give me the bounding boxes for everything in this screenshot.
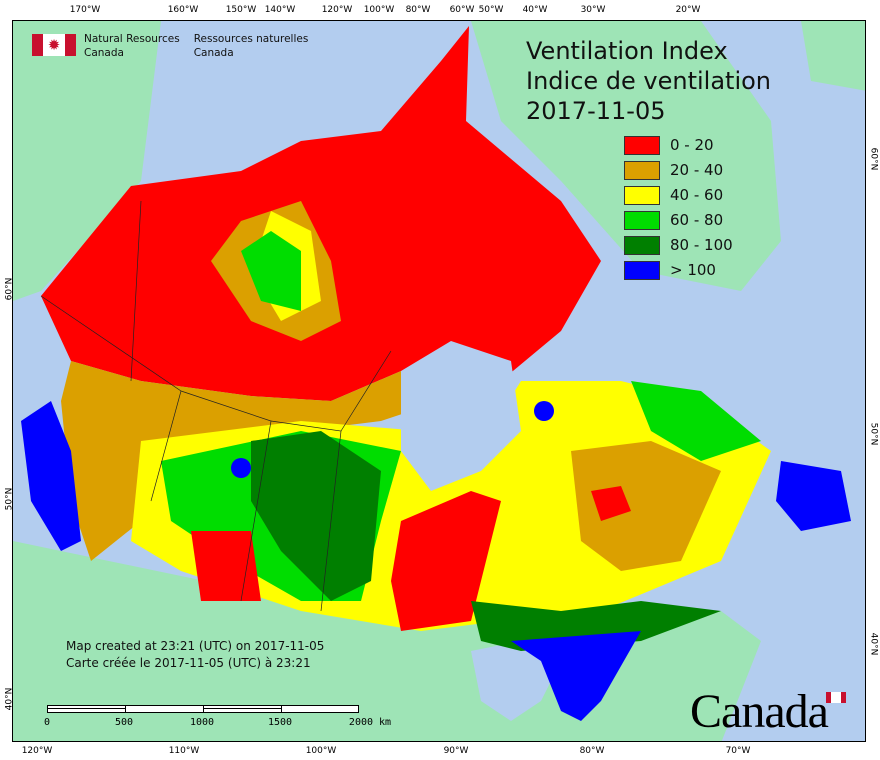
org-country-fr: Canada [193,47,234,59]
zone-80-100 [251,431,381,601]
tick-label-top: 80°W [405,5,431,15]
zone-over-100-newfoundland [776,461,851,531]
greenland-land [471,21,781,291]
legend-swatch [624,160,660,180]
scale-label: 0 [43,717,51,728]
zone-0-20 [41,26,601,401]
zone-over-100-prairie [231,458,251,478]
zone-0-20-prairie [191,531,261,601]
wordmark-flag-icon [826,692,846,703]
scale-bar [47,705,359,713]
zone-60-80-labrador [631,381,761,461]
tick-label-top: 170°W [69,5,101,15]
scale-label: 2000 km [348,717,392,728]
legend-swatch [624,260,660,280]
legend-item: 0 - 20 [624,134,733,156]
legend-label: 20 - 40 [670,161,724,179]
map-canvas [13,21,865,741]
tick-label-bottom: 100°W [305,746,337,756]
map-frame [12,20,866,742]
tick-label-bottom: 90°W [443,746,469,756]
legend-label: > 100 [670,261,716,279]
zone-over-100-bc [21,401,81,551]
legend-swatch [624,235,660,255]
tick-label-top: 50°W [478,5,504,15]
zone-20-40 [61,361,441,561]
canada-flag-icon: ✹ [32,34,76,56]
legend-item: 40 - 60 [624,184,733,206]
tick-label-right: 50°N [868,422,879,446]
scale-label: 1000 [189,717,215,728]
tick-label-bottom: 120°W [21,746,53,756]
org-name-en: Natural Resources [84,33,180,45]
legend-swatch [624,185,660,205]
legend: 0 - 20 20 - 40 40 - 60 60 - 80 80 - 100 > 100 [624,134,733,284]
scale-label: 500 [114,717,134,728]
tick-label-top: 120°W [321,5,353,15]
tick-label-top: 60°W [449,5,475,15]
tick-label-top: 100°W [363,5,395,15]
great-lakes [471,641,561,721]
title-date: 2017-11-05 [526,97,666,125]
tick-label-bottom: 80°W [579,746,605,756]
tick-label-top: 20°W [675,5,701,15]
tick-label-bottom: 70°W [725,746,751,756]
provincial-borders [40,200,392,612]
map-title: Ventilation Index Indice de ventilation … [526,36,771,126]
scale-label: 1500 [267,717,293,728]
tick-label-top: 30°W [580,5,606,15]
alaska-land [13,21,161,301]
creation-note-en: Map created at 23:21 (UTC) on 2017-11-05 [66,639,325,653]
legend-swatch [624,210,660,230]
hudson-bay [401,341,521,491]
legend-label: 0 - 20 [670,136,714,154]
zone-60-80-north [241,231,301,311]
tick-label-top: 140°W [264,5,296,15]
legend-label: 80 - 100 [670,236,733,254]
legend-label: 60 - 80 [670,211,724,229]
zone-0-20-quebec [591,486,631,521]
creation-note: Map created at 23:21 (UTC) on 2017-11-05… [66,638,324,672]
legend-item: 20 - 40 [624,159,733,181]
nrcan-signature: ✹ Natural Resources Canada Ressources na… [32,32,308,60]
creation-note-fr: Carte créée le 2017-11-05 (UTC) à 23:21 [66,656,311,670]
legend-swatch [624,135,660,155]
canada-wordmark: Canada [690,685,829,738]
zone-80-100-ontario [471,601,721,651]
legend-item: 60 - 80 [624,209,733,231]
legend-item: 80 - 100 [624,234,733,256]
tick-label-top: 160°W [167,5,199,15]
zone-over-100-hudson [534,401,554,421]
title-fr: Indice de ventilation [526,67,772,95]
tick-label-right: 60°N [868,147,879,171]
title-en: Ventilation Index [526,37,728,65]
tick-label-top: 150°W [225,5,257,15]
tick-label-top: 40°W [522,5,548,15]
legend-label: 40 - 60 [670,186,724,204]
zone-over-100-south [511,631,641,721]
tick-label-bottom: 110°W [168,746,200,756]
org-name-fr: Ressources naturelles [193,33,309,45]
zone-20-40-quebec [571,441,721,571]
legend-item: > 100 [624,259,733,281]
iceland-land [801,21,865,91]
zone-0-20-ontario [391,491,501,631]
tick-label-right: 40°N [868,632,879,656]
org-country-en: Canada [84,47,124,59]
